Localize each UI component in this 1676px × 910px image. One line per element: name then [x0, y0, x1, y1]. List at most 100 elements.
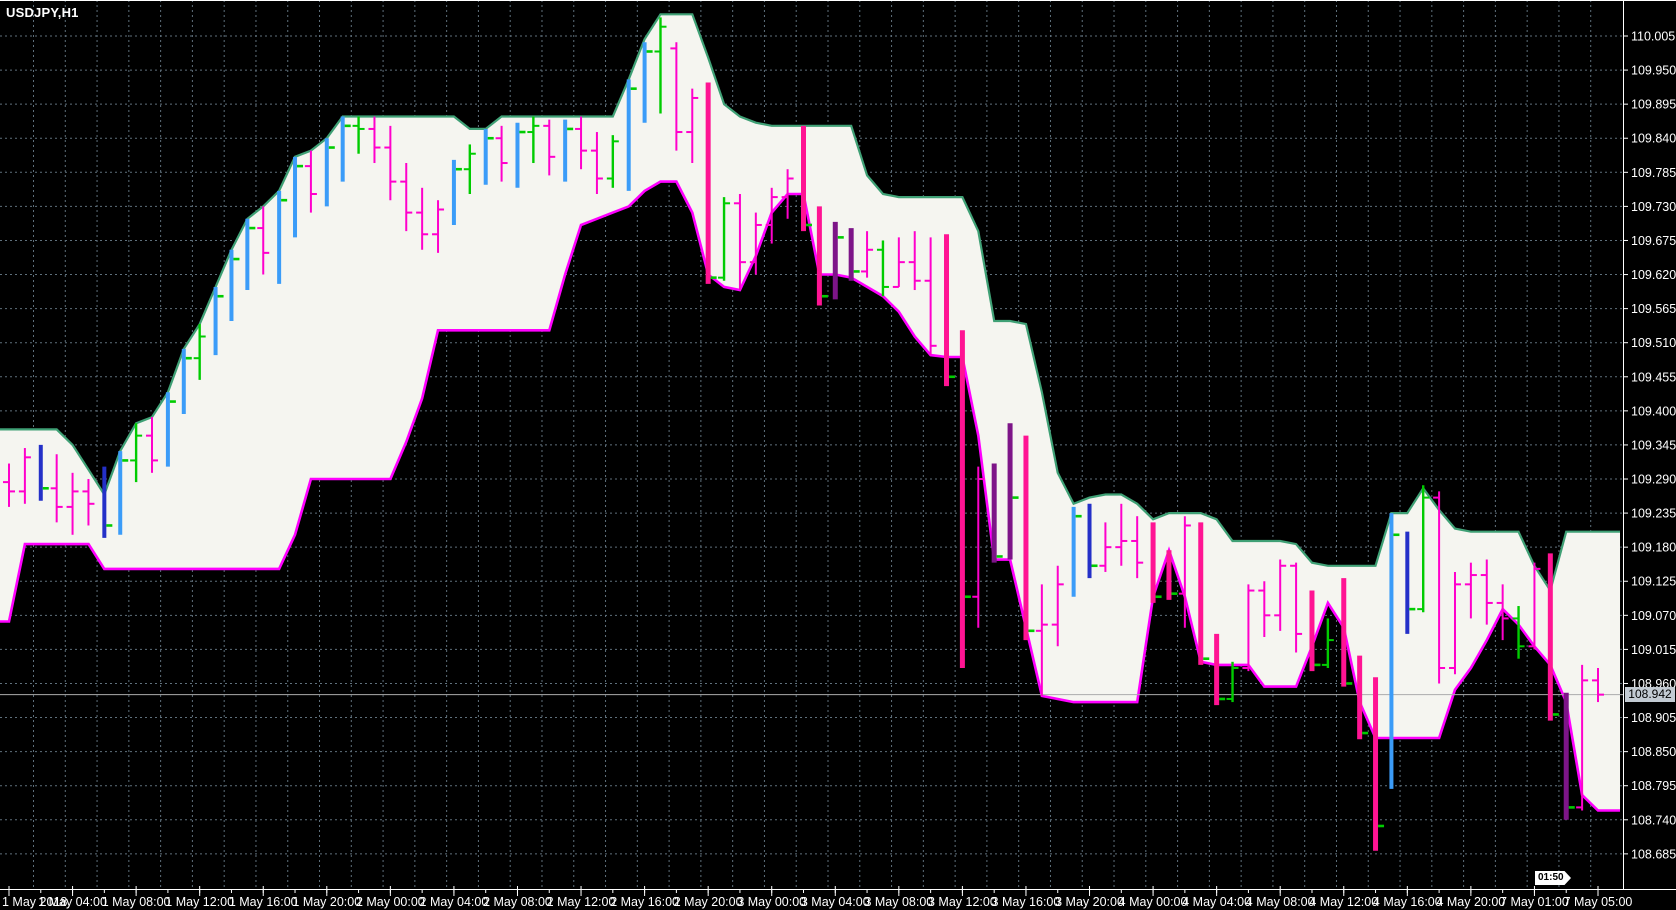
ohlc-bar — [892, 237, 905, 288]
ohlc-bar — [1480, 559, 1493, 625]
ohlc-bars — [3, 17, 1604, 851]
time-tick-label: 2 May 04:00 — [420, 895, 489, 909]
time-tick-label: 3 May 12:00 — [928, 895, 997, 909]
ohlc-bar — [66, 472, 79, 535]
bid-price-box: 108.942 — [1625, 687, 1675, 702]
time-tick-label: 2 May 08:00 — [483, 895, 552, 909]
ohlc-bar — [781, 169, 794, 219]
ohlc-bar — [368, 116, 381, 164]
ohlc-bar — [563, 119, 574, 182]
ohlc-bar — [1007, 423, 1019, 560]
ohlc-bar — [1563, 692, 1575, 820]
ohlc-bar — [38, 444, 49, 501]
ohlc-bar — [1150, 522, 1162, 603]
ohlc-bar — [1214, 633, 1226, 706]
time-tick-label: 1 May 2018 — [2, 895, 67, 909]
time-tick-label: 2 May 20:00 — [674, 895, 743, 909]
ohlc-bar — [959, 330, 971, 668]
price-tick-label: 110.005 — [1631, 30, 1675, 44]
time-tick-label: 2 May 12:00 — [547, 895, 616, 909]
ohlc-bar — [1417, 485, 1430, 613]
ohlc-bar — [515, 122, 526, 188]
ohlc-bar — [705, 82, 717, 284]
time-tick-label: 1 May 20:00 — [292, 895, 361, 909]
time-tick-label: 4 May 20:00 — [1436, 895, 1505, 909]
ohlc-bar — [749, 212, 762, 275]
ohlc-bar — [718, 197, 731, 281]
ohlc-bar — [1115, 503, 1128, 566]
ohlc-bar — [463, 144, 476, 194]
time-tick-label: 3 May 04:00 — [801, 895, 870, 909]
ohlc-bar — [1274, 559, 1287, 631]
ohlc-bar — [861, 231, 874, 278]
ohlc-bar — [1131, 516, 1144, 579]
ohlc-bar — [118, 451, 129, 535]
time-tick-label: 7 May 05:00 — [1564, 895, 1633, 909]
ohlc-bar — [606, 135, 619, 188]
ohlc-bar — [193, 324, 206, 380]
price-tick-label: 109.345 — [1631, 438, 1676, 452]
ohlc-bar — [102, 466, 113, 538]
price-tick-label: 109.510 — [1631, 336, 1676, 350]
ohlc-bar — [801, 125, 812, 232]
ohlc-bar — [1178, 516, 1191, 628]
ohlc-bar — [670, 42, 683, 151]
ohlc-bar — [733, 193, 746, 291]
ohlc-bar — [642, 42, 653, 123]
ohlc-bar — [1373, 677, 1385, 851]
ohlc-bar — [876, 240, 889, 297]
time-tick-label: 2 May 16:00 — [610, 895, 679, 909]
price-tick-label: 109.730 — [1631, 200, 1676, 214]
price-tick-label: 109.180 — [1631, 541, 1676, 555]
ohlc-bar — [229, 249, 240, 322]
price-tick-label: 108.740 — [1631, 813, 1676, 827]
time-tick-label: 2 May 00:00 — [356, 895, 425, 909]
price-tick-label: 109.400 — [1631, 404, 1676, 418]
price-tick-label: 109.015 — [1631, 643, 1676, 657]
ohlc-bar — [1321, 618, 1334, 668]
price-axis[interactable]: 110.005 109.950 109.895 109.840 109.785 109.7… — [1623, 30, 1676, 862]
ohlc-bar — [575, 116, 588, 170]
ohlc-bar — [18, 448, 31, 504]
time-tick-label: 4 May 16:00 — [1373, 895, 1442, 909]
ohlc-bar — [340, 116, 351, 182]
price-tick-label: 109.455 — [1631, 370, 1676, 384]
ohlc-bar — [972, 466, 985, 628]
ohlc-bar — [991, 463, 1003, 563]
price-tick-label: 109.785 — [1631, 166, 1676, 180]
price-tick-label: 108.850 — [1631, 745, 1676, 759]
ohlc-bar — [1464, 562, 1477, 619]
ohlc-bar — [816, 206, 828, 306]
ohlc-bar — [1341, 578, 1353, 687]
price-tick-label: 108.685 — [1631, 847, 1676, 861]
ohlc-bar — [1528, 562, 1541, 650]
ohlc-bar — [324, 138, 335, 207]
time-tick-label: 7 May 01:00 — [1500, 895, 1569, 909]
time-tick-label: 4 May 04:00 — [1182, 895, 1251, 909]
ohlc-bar — [293, 156, 304, 238]
ohlc-bar — [908, 231, 921, 291]
price-tick-label: 109.125 — [1631, 575, 1676, 589]
ohlc-bar — [590, 132, 603, 194]
price-tick-label: 109.675 — [1631, 234, 1676, 248]
ohlc-bar — [181, 348, 192, 414]
price-tick-label: 109.620 — [1631, 268, 1676, 282]
ohlc-bar — [432, 200, 445, 253]
ohlc-bar — [1226, 661, 1239, 703]
ohlc-bar — [944, 234, 956, 387]
ohlc-bar — [352, 116, 365, 154]
channel-fill — [0, 14, 1620, 811]
price-tick-label: 108.795 — [1631, 779, 1676, 793]
ohlc-bar — [82, 479, 95, 526]
ohlc-bar — [1389, 513, 1400, 789]
price-tick-label: 109.565 — [1631, 302, 1676, 316]
ohlc-bar — [1592, 667, 1604, 703]
ohlc-bar — [1258, 581, 1271, 638]
ohlc-bar — [304, 150, 317, 213]
ohlc-bar — [1099, 522, 1112, 572]
price-tick-label: 109.840 — [1631, 132, 1676, 146]
price-tick-label: 109.895 — [1631, 98, 1676, 112]
time-tick-label: 1 May 08:00 — [102, 895, 171, 909]
